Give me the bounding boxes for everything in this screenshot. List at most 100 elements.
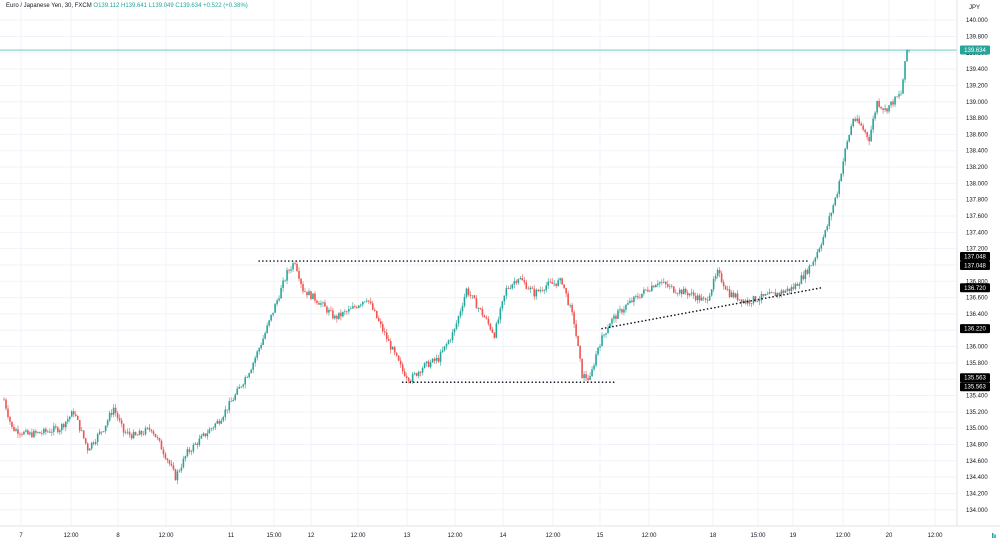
candle-body [846,141,849,149]
candle-body [11,421,13,428]
candle-body [896,96,898,98]
candle-body [459,311,462,317]
price-marker: 135.563 [960,373,990,383]
candle-body [262,338,264,345]
candle-body [375,310,378,319]
candle-body [202,433,205,436]
candle-body [557,280,559,286]
candle-body [728,289,731,298]
price-marker-bg [960,283,990,293]
candle-body [754,296,757,302]
dotted-level-line[interactable] [601,287,823,330]
candle-body [724,286,727,290]
candle-body [802,275,805,280]
candle-body [822,237,825,245]
candle-body [379,321,382,325]
candle-body [332,310,334,319]
candle-body [649,290,651,292]
candle-body [387,339,390,341]
time-axis[interactable]: 7 12:00 8 12:00 11 15:00 12 12:00 13 12:00 14 12:00… [19,533,943,539]
candle-body [541,289,544,291]
candle-body [290,269,292,271]
candle-body [216,420,219,424]
candle-body [531,287,534,289]
candle-body [511,284,514,289]
candle-body [633,296,635,303]
candle-body [605,333,607,335]
candle-body [397,355,400,361]
candle-body [168,460,171,464]
candle-body [852,118,854,127]
price-marker-bg [960,261,990,271]
candle-body [762,294,765,296]
candle-body [700,297,703,301]
candle-body [280,287,282,299]
candle-body [298,271,300,279]
candle-body [403,371,406,377]
candle-body [294,263,296,264]
candle-body [527,288,530,290]
candle-body [481,308,484,316]
candle-body [162,449,165,455]
candle-body [581,358,583,379]
candle-body [198,438,201,446]
candle-body [274,304,276,313]
price-marker: 136.720 [960,283,990,293]
candle-body [828,216,831,226]
candle-body [812,261,815,266]
candle-body [680,289,683,295]
candle-body [19,433,21,435]
price-tick-label: 139.000 [966,100,988,106]
candle-body [597,347,599,355]
candle-body [411,374,414,382]
candle-body [320,303,322,305]
candle-body [100,431,103,433]
candle-body [898,94,900,97]
price-marker-text: 137.048 [964,264,986,270]
candle-body [523,280,526,283]
candle-body [364,301,366,303]
candle-body [276,300,278,305]
candle-body [625,304,627,310]
candle-body [371,303,374,310]
price-markers-layer: 139.634 137.048 137.048 136.720 136.220 135.5… [960,45,990,392]
candle-body [776,292,779,297]
candle-body [493,332,496,338]
candle-body [615,315,617,319]
candle-body [804,269,807,280]
candle-body [784,290,787,293]
candle-body [352,306,354,309]
candle-body [114,407,117,413]
price-marker-text: 136.720 [964,286,986,292]
candle-body [647,289,649,292]
candle-body [336,315,338,319]
candle-body [80,430,83,432]
candle-body [112,407,115,415]
candle-body [92,442,95,444]
candle-body [698,295,701,301]
candle-body [657,283,659,286]
candle-body [665,281,667,285]
candle-body [33,430,35,438]
candle-body [118,418,121,421]
time-tick-label: 19 [790,533,797,539]
candle-body [348,309,350,312]
candle-body [816,251,819,258]
candle-body [676,293,679,294]
candle-body [503,295,506,302]
candle-body [862,125,864,130]
candle-body [702,297,705,299]
candle-body [489,323,492,330]
candle-body [106,420,109,426]
candle-body [186,449,189,457]
candle-body [312,293,314,300]
candle-body [421,368,424,373]
candle-body [810,265,813,267]
candle-body [547,281,549,286]
price-tick-label: 134.000 [966,508,988,514]
time-tick-label: 15:00 [266,533,282,539]
candle-body [128,431,131,435]
price-tick-label: 138.400 [966,149,988,155]
